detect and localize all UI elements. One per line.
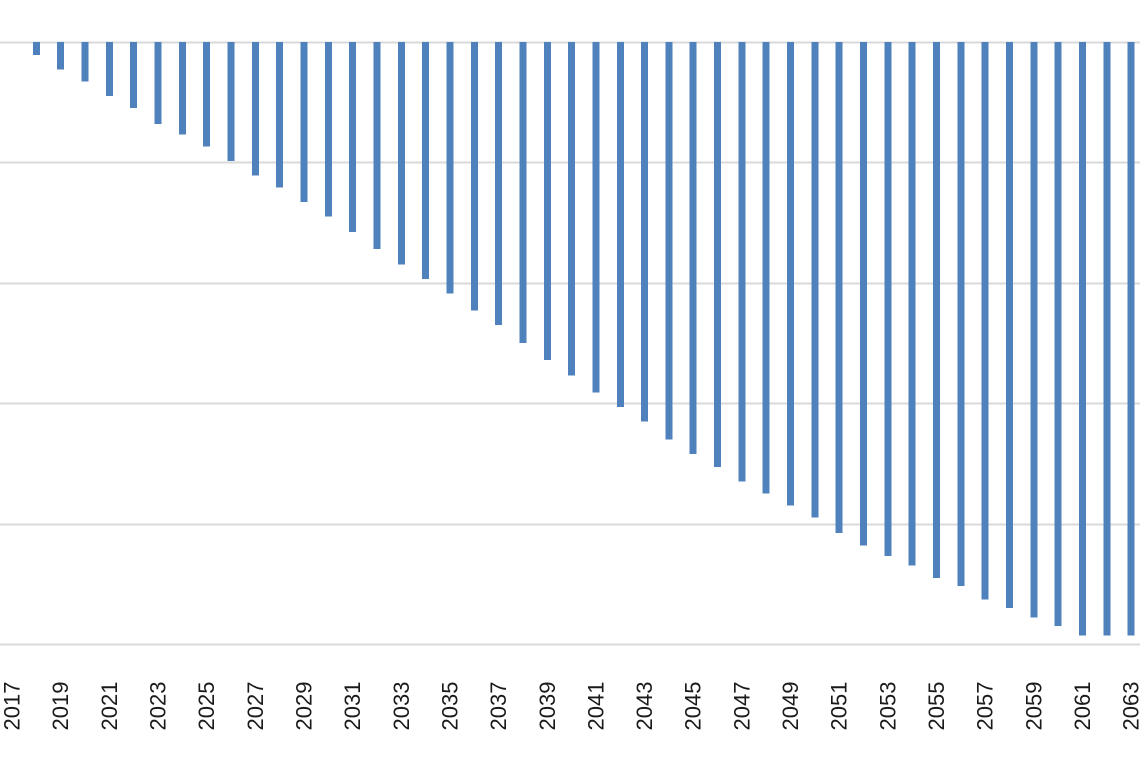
bar-2019 xyxy=(57,42,65,70)
bar-2053 xyxy=(884,42,892,557)
bar-2063 xyxy=(1127,42,1135,636)
bar-2026 xyxy=(227,42,235,162)
x-tick-label: 2039 xyxy=(535,682,560,731)
bar-2030 xyxy=(324,42,332,217)
x-tick-label: 2055 xyxy=(924,682,949,731)
x-tick-label: 2049 xyxy=(778,682,803,731)
x-tick-label: 2061 xyxy=(1070,682,1095,731)
x-tick-label: 2021 xyxy=(97,682,122,731)
x-tick-label: 2043 xyxy=(632,682,657,731)
x-tick-label: 2059 xyxy=(1021,682,1046,731)
bar-2042 xyxy=(616,42,624,407)
bar-2043 xyxy=(641,42,649,422)
x-tick-label: 2053 xyxy=(875,682,900,731)
bar-2058 xyxy=(1006,42,1013,608)
bar-2062 xyxy=(1103,42,1111,636)
bar-2056 xyxy=(957,42,965,587)
bar-2039 xyxy=(543,42,551,360)
x-tick-label: 2019 xyxy=(48,682,73,731)
bar-2023 xyxy=(154,42,162,124)
bar-2037 xyxy=(495,42,503,325)
bar-2025 xyxy=(203,42,211,147)
bar-2049 xyxy=(787,42,795,506)
x-tick-label: 2063 xyxy=(1119,682,1140,731)
bar-2054 xyxy=(908,42,916,566)
bar-2051 xyxy=(835,42,843,534)
bar-2027 xyxy=(251,42,259,176)
x-tick-label: 2057 xyxy=(973,682,998,731)
bar-2022 xyxy=(130,42,138,109)
x-tick-label: 2031 xyxy=(340,682,365,731)
x-tick-label: 2025 xyxy=(194,682,219,731)
x-tick-label: 2051 xyxy=(827,682,852,731)
x-tick-label: 2027 xyxy=(243,682,268,731)
x-tick-label: 2033 xyxy=(389,682,414,731)
bar-2018 xyxy=(32,42,40,56)
x-tick-label: 2047 xyxy=(729,682,754,731)
bar-2033 xyxy=(397,42,405,265)
bar-2035 xyxy=(446,42,454,294)
bar-2048 xyxy=(762,42,770,494)
bar-2024 xyxy=(178,42,186,135)
bar-2029 xyxy=(300,42,308,203)
bar-2061 xyxy=(1079,42,1086,636)
bar-2059 xyxy=(1030,42,1038,618)
bar-2047 xyxy=(738,42,746,482)
bar-2021 xyxy=(105,42,113,97)
x-axis-tick-labels: 2017 2019 2021 2023 2025 2027 2029 2031 2033 2035… xyxy=(0,682,1140,731)
bar-2020 xyxy=(81,42,89,82)
bars xyxy=(32,42,1135,636)
x-tick-label: 2035 xyxy=(437,682,462,731)
bar-2044 xyxy=(665,42,673,440)
bar-2038 xyxy=(519,42,527,343)
bar-2046 xyxy=(714,42,722,467)
bar-2057 xyxy=(981,42,989,600)
bar-2034 xyxy=(422,42,430,280)
bar-2055 xyxy=(933,42,940,578)
x-tick-label: 2037 xyxy=(486,682,511,731)
bar-2052 xyxy=(860,42,867,546)
x-tick-label: 2017 xyxy=(0,682,25,731)
x-tick-label: 2023 xyxy=(145,682,170,731)
x-tick-label: 2045 xyxy=(681,682,706,731)
bar-2036 xyxy=(470,42,478,311)
bar-2050 xyxy=(811,42,819,518)
x-tick-label: 2041 xyxy=(583,682,608,731)
x-tick-label: 2029 xyxy=(291,682,316,731)
bar-2028 xyxy=(276,42,284,188)
bar-2032 xyxy=(373,42,381,250)
bar-2040 xyxy=(568,42,576,376)
bar-2031 xyxy=(349,42,357,233)
bar-2060 xyxy=(1054,42,1062,626)
bar-2041 xyxy=(592,42,600,393)
bar-2045 xyxy=(689,42,697,454)
